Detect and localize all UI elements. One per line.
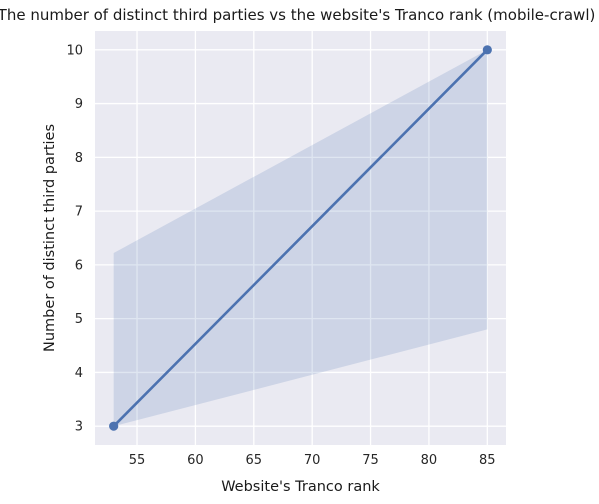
data-point — [482, 45, 492, 55]
x-gridlines — [136, 31, 488, 445]
y-tick-label: 10 — [66, 43, 83, 58]
y-tick-label: 4 — [75, 366, 83, 381]
y-tick-label: 8 — [75, 151, 83, 166]
y-tick-label: 3 — [75, 420, 83, 435]
x-tick-labels: 55 60 65 70 75 80 85 — [129, 453, 496, 468]
y-gridlines — [95, 49, 506, 427]
x-axis-label: Website's Tranco rank — [221, 479, 380, 495]
y-tick-labels: 3 4 5 6 7 8 9 10 — [66, 43, 83, 434]
y-tick-label: 5 — [75, 312, 83, 327]
x-tick-label: 75 — [362, 453, 379, 468]
y-tick-label: 6 — [75, 258, 83, 273]
y-axis-label: Number of distinct third parties — [42, 124, 58, 352]
x-tick-label: 65 — [246, 453, 263, 468]
y-tick-label: 9 — [75, 97, 83, 112]
data-points — [109, 45, 492, 431]
x-tick-label: 70 — [304, 453, 321, 468]
x-tick-label: 55 — [129, 453, 146, 468]
chart-title: The number of distinct third parties vs … — [0, 6, 595, 24]
x-tick-label: 85 — [479, 453, 496, 468]
y-tick-label: 7 — [75, 205, 83, 220]
x-tick-label: 80 — [421, 453, 438, 468]
regression-line — [112, 48, 489, 428]
data-point — [109, 421, 119, 431]
x-tick-label: 60 — [187, 453, 204, 468]
